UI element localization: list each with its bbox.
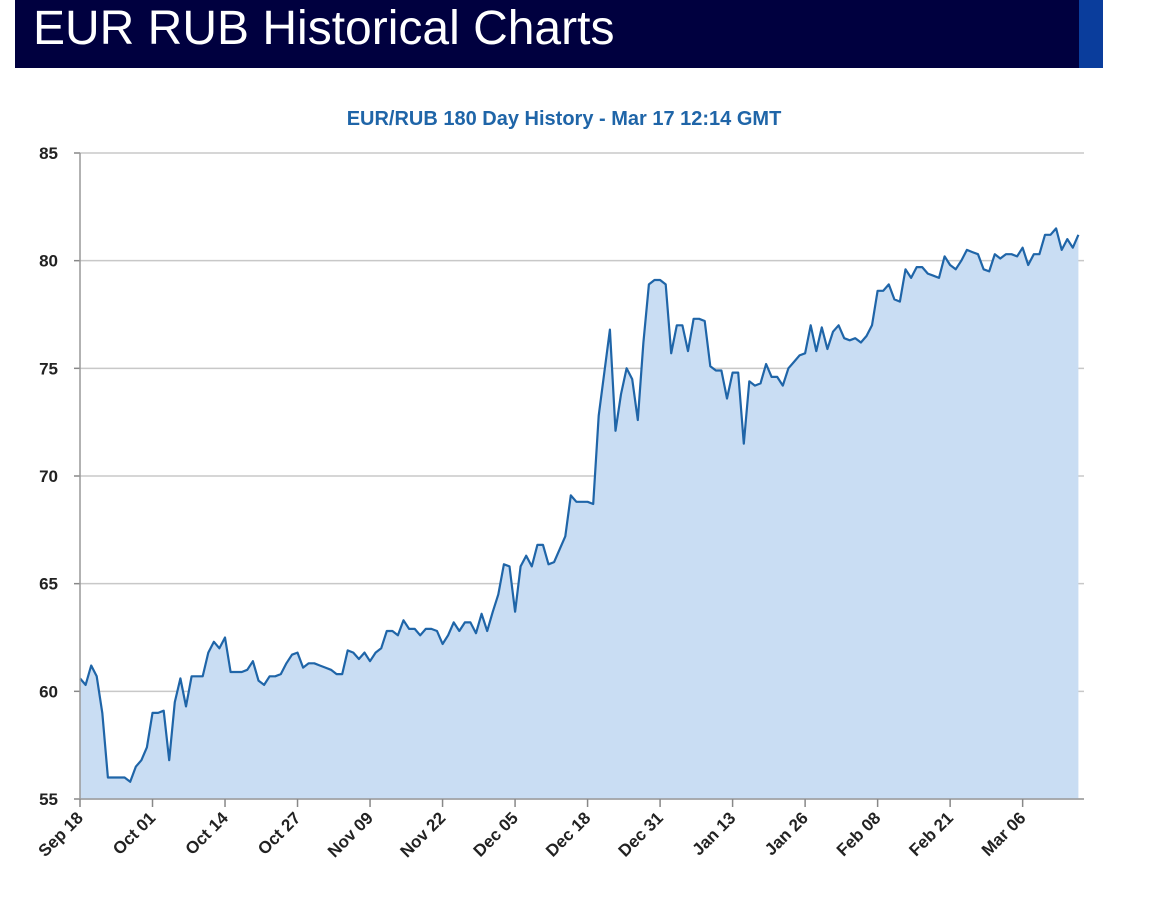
x-tick-label: Nov 22 [397,808,450,861]
y-tick-label: 65 [39,575,58,594]
page-header: EUR RUB Historical Charts [15,0,1079,68]
y-tick-label: 60 [39,682,58,701]
x-tick-label: Sep 18 [35,808,87,860]
page-title: EUR RUB Historical Charts [33,2,615,55]
x-tick-label: Jan 26 [761,808,812,859]
x-tick-label: Oct 14 [182,808,233,859]
x-tick-label: Dec 18 [542,808,594,860]
x-tick-label: Feb 21 [905,808,957,860]
y-tick-labels: 55 60 65 70 75 80 85 [39,144,58,809]
x-tick-label: Mar 06 [978,808,1030,860]
chart-title: EUR/RUB 180 Day History - Mar 17 12:14 G… [347,108,782,130]
x-tick-label: Dec 31 [615,808,667,860]
x-tick-labels: Sep 18 Oct 01 Oct 14 Oct 27 Nov 09 Nov 22 Dec … [35,808,1030,861]
x-tick-label: Feb 08 [833,808,885,860]
x-tick-label: Jan 13 [689,808,740,859]
area-fill [80,228,1079,799]
x-tick-label: Nov 09 [324,808,377,861]
header-accent-bar [1079,0,1103,68]
y-tick-label: 85 [39,144,58,163]
y-tick-label: 55 [39,790,58,809]
y-tick-label: 75 [39,359,58,378]
y-tick-label: 80 [39,252,58,271]
area-layer [79,227,1080,799]
axes [79,153,1084,807]
x-tick-label: Oct 27 [254,808,304,858]
x-tick-label: Dec 05 [470,808,522,860]
series-line [79,227,1080,783]
y-tick-label: 70 [39,467,58,486]
x-tick-label: Oct 01 [109,808,159,858]
